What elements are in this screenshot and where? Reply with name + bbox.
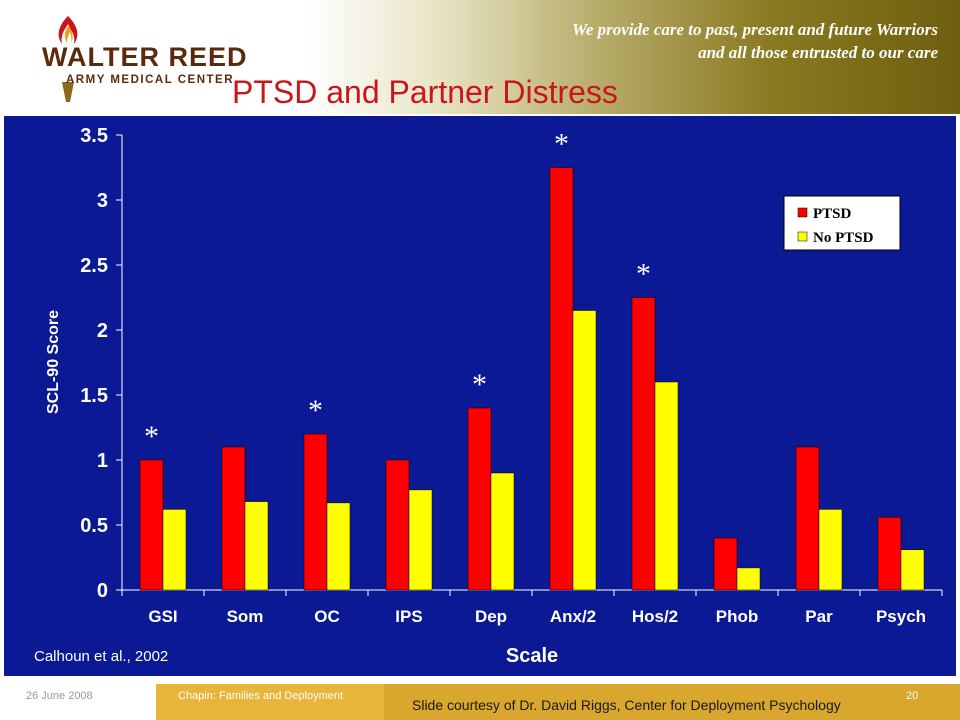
tagline-line-1: We provide care to past, present and fut… <box>572 20 938 39</box>
x-tick-label: IPS <box>395 607 422 626</box>
bar-chart: 0 0.5 1 1.5 2 2.5 3 3.5 GSI * Som OC * IPS Dep * Anx/2 * H… <box>45 125 943 667</box>
bar-ptsd <box>795 446 820 591</box>
bar-no-ptsd <box>326 502 351 591</box>
citation: Calhoun et al., 2002 <box>34 648 169 665</box>
significance-marker: * <box>144 420 159 453</box>
footer-presentation-title: Chapin: Families and Deployment <box>178 690 344 702</box>
significance-marker: * <box>636 258 651 291</box>
legend-label-ptsd: PTSD <box>813 206 852 222</box>
footer-band-right <box>384 684 960 720</box>
significance-marker: * <box>554 128 569 161</box>
bar-no-ptsd <box>162 509 187 591</box>
x-axis-label: Scale <box>506 645 558 667</box>
tagline: We provide care to past, present and fut… <box>572 18 938 64</box>
x-tick-label: Hos/2 <box>632 607 678 626</box>
legend-label-no-ptsd: No PTSD <box>813 230 874 246</box>
y-tick-label: 2.5 <box>80 255 108 277</box>
walter-reed-logo <box>58 16 78 102</box>
footer-date: 26 June 2008 <box>26 690 93 702</box>
bar-no-ptsd <box>490 472 515 591</box>
y-tick-label: 0 <box>97 580 108 602</box>
y-axis-label: SCL-90 Score <box>45 310 62 414</box>
y-tick-label: 1 <box>97 450 108 472</box>
header-band <box>0 0 960 114</box>
bar-ptsd <box>221 446 246 591</box>
y-tick-label: 2 <box>97 320 108 342</box>
x-tick-label: Som <box>227 607 264 626</box>
y-tick-label: 3.5 <box>80 125 108 147</box>
slide-credit: Slide courtesy of Dr. David Riggs, Cente… <box>412 697 841 713</box>
legend-swatch-ptsd <box>797 207 808 218</box>
y-tick-label: 3 <box>97 190 108 212</box>
x-tick-label: Par <box>805 607 833 626</box>
y-tick-label: 0.5 <box>80 515 108 537</box>
x-tick-label: OC <box>314 607 340 626</box>
x-tick-label: Anx/2 <box>550 607 596 626</box>
significance-marker: * <box>472 368 487 401</box>
x-tick-label: Dep <box>475 607 507 626</box>
bar-ptsd <box>549 167 574 591</box>
bar-no-ptsd <box>244 501 269 591</box>
bar-ptsd <box>877 516 902 591</box>
bar-no-ptsd <box>572 310 597 591</box>
bar-no-ptsd <box>736 567 761 591</box>
bar-ptsd <box>631 297 656 591</box>
y-tick-label: 1.5 <box>80 385 108 407</box>
torch-handle-icon <box>62 82 74 102</box>
bar-ptsd <box>713 537 738 591</box>
torch-flame-icon <box>58 16 78 44</box>
tagline-line-2: and all those entrusted to our care <box>698 43 938 62</box>
legend-swatch-no-ptsd <box>797 231 808 242</box>
bar-no-ptsd <box>654 381 679 591</box>
page-number: 20 <box>906 690 919 702</box>
bar-ptsd <box>303 433 328 591</box>
x-tick-label: GSI <box>148 607 177 626</box>
footer-left <box>0 684 156 720</box>
bar-ptsd <box>467 407 492 591</box>
bar-ptsd <box>385 459 410 591</box>
torch-flame-inner-icon <box>64 26 73 43</box>
bar-no-ptsd <box>900 549 925 591</box>
legend-box <box>783 195 901 251</box>
x-tick-label: Phob <box>716 607 759 626</box>
significance-marker: * <box>308 394 323 427</box>
bar-no-ptsd <box>408 489 433 591</box>
bar-ptsd <box>139 459 164 591</box>
logo-subtitle: ARMY MEDICAL CENTER <box>66 74 234 86</box>
x-tick-label: Psych <box>876 607 926 626</box>
logo-name: WALTER REED <box>42 42 248 72</box>
slide-title: PTSD and Partner Distress <box>232 74 618 110</box>
bar-no-ptsd <box>818 509 843 591</box>
